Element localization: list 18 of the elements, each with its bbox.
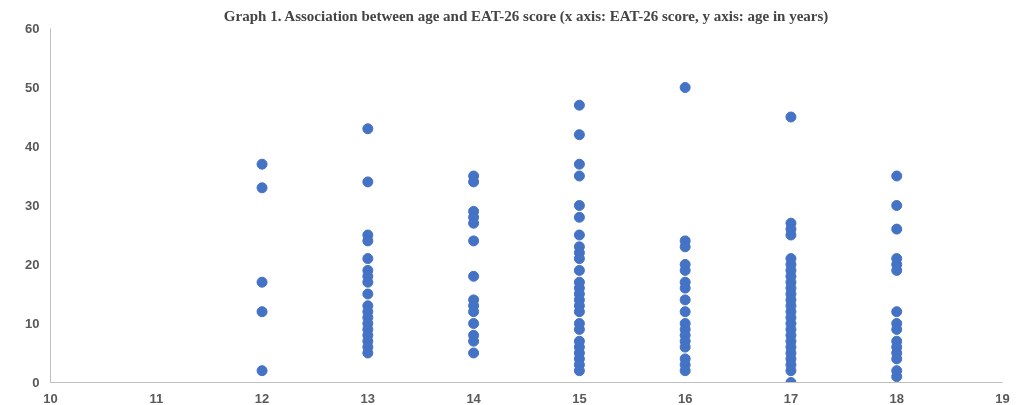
x-tick-label: 19 [995,390,1010,405]
x-tick-label: 16 [677,390,693,405]
x-tick-label: 17 [783,390,799,405]
y-tick-label: 30 [25,198,40,213]
y-tick-label: 40 [25,139,40,154]
x-tick-label: 15 [572,390,587,405]
y-tick-label: 20 [25,257,40,272]
y-tick-label: 10 [25,316,40,331]
chart-title: Graph 1. Association between age and EAT-26 score (x axis: EAT-26 score, y axis: age in years) [223,7,829,25]
x-tick-label: 12 [254,390,270,405]
x-tick-label: 13 [360,390,376,405]
x-tick-label: 18 [889,390,904,405]
x-tick-label: 10 [43,390,58,405]
y-tick-label: 60 [25,21,40,36]
x-tick-label: 11 [149,390,164,405]
y-tick-label: 0 [32,375,40,390]
y-tick-label: 50 [25,80,40,95]
x-tick-label: 14 [466,390,482,405]
